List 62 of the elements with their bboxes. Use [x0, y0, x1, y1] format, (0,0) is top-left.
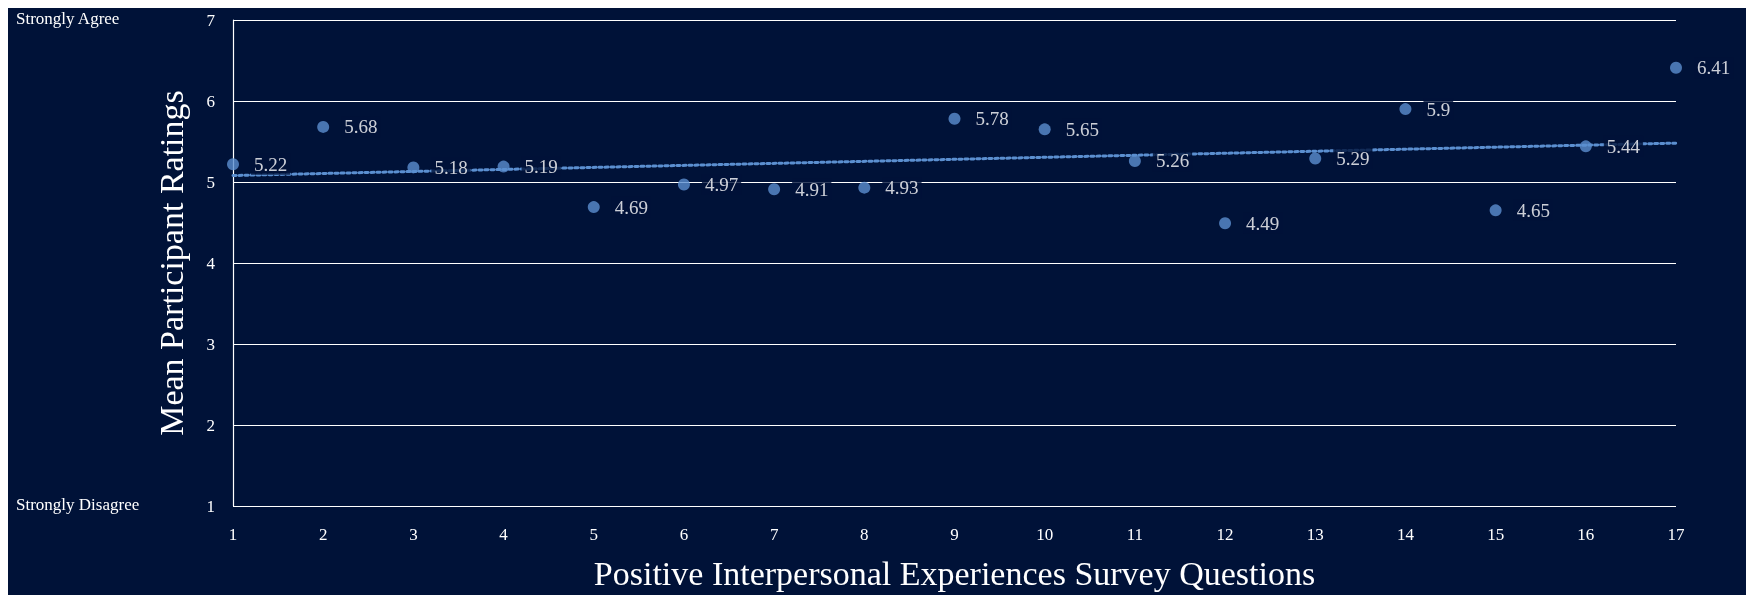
data-label: 5.29: [1336, 148, 1370, 170]
x-tick-label: 2: [318, 525, 328, 544]
x-tick-label: 15: [1487, 525, 1505, 544]
point: [407, 161, 420, 174]
point: [1038, 123, 1051, 136]
point: [768, 183, 781, 196]
x-tick-label: 13: [1306, 525, 1324, 544]
point: [1399, 103, 1412, 116]
point: [1309, 152, 1322, 165]
point: [317, 120, 330, 133]
x-tick-label: 9: [950, 525, 959, 544]
x-tick-label: 3: [409, 525, 418, 544]
point: [227, 158, 239, 171]
x-tick-label: 14: [1396, 525, 1415, 544]
y-tick-label: 7: [206, 10, 216, 30]
data-label: 4.93: [885, 177, 919, 199]
x-axis-title: Positive Interpersonal Experiences Survey Questions: [593, 554, 1316, 592]
data-label: 4.65: [1516, 199, 1550, 221]
point: [858, 181, 871, 194]
x-tick-label: 8: [860, 525, 869, 544]
y-tick-label: 6: [206, 91, 215, 111]
data-label: 4.91: [795, 178, 829, 200]
point: [497, 160, 510, 173]
point: [677, 178, 690, 191]
data-label: 6.41: [1697, 57, 1731, 79]
y-axis-title: Mean Participant Ratings: [152, 90, 190, 436]
data-label: 5.44: [1606, 135, 1641, 157]
point: [1670, 61, 1682, 74]
x-tick-label: 7: [769, 525, 779, 544]
data-label: 5.22: [254, 153, 288, 175]
data-label: 5.9: [1426, 98, 1451, 120]
x-tick-label: 1: [228, 525, 238, 544]
x-tick-label: 10: [1036, 525, 1054, 544]
data-label: 4.69: [614, 196, 648, 218]
data-label: 4.97: [704, 173, 739, 195]
x-tick-label: 16: [1577, 525, 1595, 544]
x-tick-label: 11: [1126, 525, 1144, 544]
x-tick-label: 6: [679, 525, 689, 544]
point: [1489, 204, 1502, 217]
point: [1219, 217, 1232, 230]
y-tick-label: 1: [206, 496, 215, 516]
text: Strongly Disagree: [16, 495, 140, 514]
x-tick-label: 12: [1216, 525, 1234, 544]
x-tick-label: 5: [589, 525, 598, 544]
y-tick-label: 5: [206, 172, 215, 192]
text: Strongly Agree: [16, 9, 120, 28]
data-label: 5.19: [524, 156, 558, 178]
data-label: 4.49: [1246, 212, 1280, 234]
data-label: 5.65: [1065, 118, 1099, 140]
x-tick-label: 17: [1667, 525, 1685, 544]
point: [1128, 154, 1141, 167]
y-tick-label: 2: [206, 415, 215, 435]
data-label: 5.78: [975, 108, 1009, 130]
y-tick-label: 3: [206, 334, 215, 354]
point: [948, 112, 961, 125]
x-tick-label: 4: [499, 525, 509, 544]
data-label: 5.26: [1155, 150, 1190, 172]
point: [587, 201, 600, 214]
data-label: 5.68: [344, 116, 378, 138]
point: [1579, 140, 1592, 153]
data-label: 5.18: [434, 156, 468, 178]
y-tick-label: 4: [206, 253, 216, 273]
